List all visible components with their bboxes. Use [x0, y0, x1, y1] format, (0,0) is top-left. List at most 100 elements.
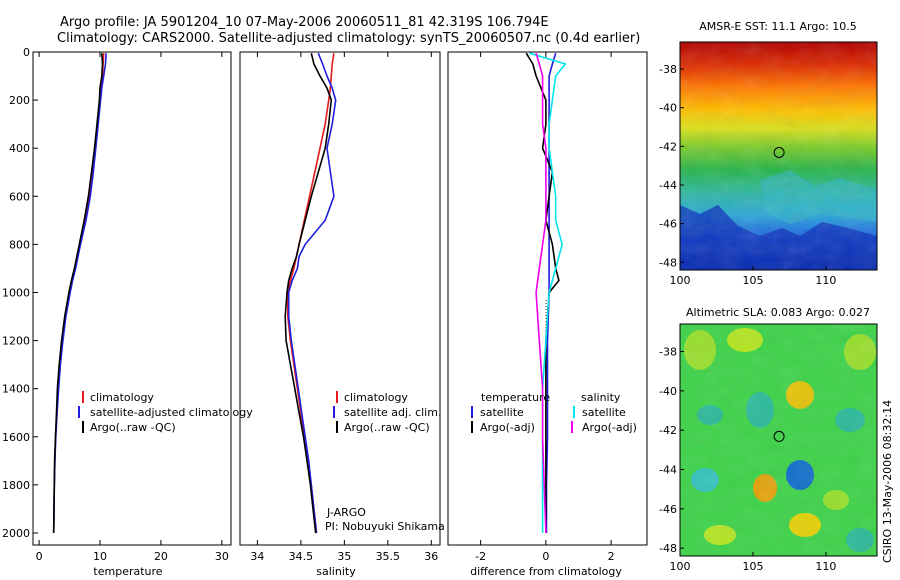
credit-text: CSIRO 13-May-2006 08:32:14 [881, 400, 894, 563]
y-tick-label: 200 [9, 94, 30, 107]
sst-texture [680, 42, 877, 270]
x-tick-label: 30 [215, 550, 229, 563]
legend-salinity-title: salinity [581, 391, 621, 404]
legend-swatch-climatology [82, 391, 84, 403]
salinity-frame [239, 51, 441, 546]
map-x-tick-label: 100 [670, 560, 691, 573]
legend-swatch-sal-satellite [333, 406, 335, 418]
map-y-tick-label: -42 [659, 140, 677, 153]
map-y-tick-label: -44 [659, 463, 677, 476]
difference-legend: temperature satellite Argo(-adj) salinit… [471, 391, 637, 434]
legend-sal-argo: Argo(..raw -QC) [344, 421, 430, 434]
temperature-legend: climatology satellite-adjusted climatolo… [78, 391, 253, 434]
y-tick-label: 1200 [2, 335, 30, 348]
map-x-tick-label: 105 [742, 274, 763, 287]
map-y-tick-label: -46 [659, 218, 677, 231]
map-y-tick-label: -40 [659, 385, 677, 398]
x-tick-label: 10 [93, 550, 107, 563]
salinity-legend: climatology satellite adj. clim. Argo(..… [333, 391, 441, 434]
map-x-tick-label: 110 [815, 274, 836, 287]
x-tick-label: 34 [250, 550, 264, 563]
map-x-tick-label: 105 [742, 560, 763, 573]
legend-dif-t-satellite: satellite [480, 406, 524, 419]
map-y-tick-label: -46 [659, 503, 677, 516]
x-tick-label: 2 [608, 550, 615, 563]
x-tick-label: 35 [337, 550, 351, 563]
salinity-lines [284, 52, 337, 534]
sla-map-title: Altimetric SLA: 0.083 Argo: 0.027 [686, 306, 870, 319]
legend-swatch-dif-s-sat [573, 406, 575, 418]
map-y-tick-label: -40 [659, 102, 677, 115]
series-line-climatology [286, 53, 335, 534]
figure-title-line2: Climatology: CARS2000. Satellite-adjuste… [57, 31, 640, 46]
legend-swatch-dif-s-argo [571, 421, 573, 433]
legend-argo: Argo(..raw -QC) [90, 421, 176, 434]
x-tick-label: -2 [475, 550, 486, 563]
series-line-salinity-argo-adj [535, 52, 547, 534]
figure-title-line1: Argo profile: JA 5901204_10 07-May-2006 … [60, 15, 549, 30]
legend-satellite-adjusted: satellite-adjusted climatology [90, 406, 253, 419]
map-x-tick-label: 110 [815, 560, 836, 573]
legend-swatch-dif-t-argo [471, 421, 473, 433]
x-tick-label: 36 [424, 550, 438, 563]
annotation-j-argo: J-ARGO [326, 506, 366, 519]
map-y-tick-label: -44 [659, 179, 677, 192]
sst-map-axes: 100 105 110 -38 -40 -42 -44 -46 -48 [659, 63, 836, 287]
y-tick-label: 0 [23, 46, 30, 59]
y-tick-label: 600 [9, 190, 30, 203]
sla-map: Altimetric SLA: 0.083 Argo: 0.027 [659, 306, 878, 573]
map-y-tick-label: -42 [659, 424, 677, 437]
sla-argo-marker [773, 430, 785, 442]
x-tick-label: 34.5 [289, 550, 314, 563]
legend-temperature-title: temperature [481, 391, 550, 404]
y-tick-label: 400 [9, 142, 30, 155]
series-line-satellite-adj-clim [287, 52, 337, 534]
x-tick-label: 35.5 [376, 550, 401, 563]
sla-texture [680, 324, 877, 556]
y-tick-label: 1600 [2, 431, 30, 444]
sla-frame [679, 323, 878, 557]
difference-xlabel: difference from climatology [470, 565, 622, 578]
temperature-xlabel: temperature [93, 565, 162, 578]
sst-map-title: AMSR-E SST: 11.1 Argo: 10.5 [699, 20, 857, 33]
legend-swatch-argo [82, 421, 84, 433]
legend-swatch-sal-climatology [336, 391, 338, 403]
salinity-xlabel: salinity [316, 565, 356, 578]
map-y-tick-label: -38 [659, 346, 677, 359]
y-tick-label: 1800 [2, 479, 30, 492]
legend-dif-s-argo: Argo(-adj) [582, 421, 637, 434]
difference-axis: -2 0 2 [475, 52, 615, 563]
legend-swatch-dif-t-sat [471, 406, 473, 418]
depth-axis: 0 200 400 600 800 1000 1200 1400 1600 1800 2000 [2, 46, 38, 540]
annotation-pi-name: PI: Nobuyuki Shikama [325, 520, 445, 533]
difference-lines [525, 52, 567, 534]
legend-climatology: climatology [90, 391, 154, 404]
legend-dif-t-argo: Argo(-adj) [480, 421, 535, 434]
temperature-lines [52, 53, 107, 534]
y-tick-label: 2000 [2, 527, 30, 540]
temperature-panel: 0 200 400 600 800 1000 1200 1400 1600 1800 2000 0 1… [2, 46, 253, 578]
x-tick-label: 20 [154, 550, 168, 563]
sst-frame [679, 41, 878, 271]
sla-map-axes: 100 105 110 -38 -40 -42 -44 -46 -48 [659, 346, 836, 573]
series-line-temperature-argo-adj [525, 52, 560, 533]
x-tick-label: 0 [542, 550, 549, 563]
map-y-tick-label: -48 [659, 542, 677, 555]
series-line-temperature-satellite [545, 52, 557, 533]
y-tick-label: 1400 [2, 383, 30, 396]
sst-argo-marker [773, 147, 785, 158]
temperature-axis: 0 10 20 30 [36, 52, 229, 563]
y-tick-label: 800 [9, 238, 30, 251]
legend-swatch-satellite [78, 406, 80, 418]
salinity-panel: 34 34.5 35 35.5 36 salinity climatology sate… [239, 51, 445, 578]
x-tick-label: 0 [36, 550, 43, 563]
series-line-argo-raw-qc [52, 53, 104, 534]
temperature-frame [32, 51, 232, 546]
salinity-axis: 34 34.5 35 35.5 36 [250, 52, 438, 563]
map-y-tick-label: -48 [659, 256, 677, 269]
series-line-satellite-adjusted-climatology [52, 53, 107, 534]
difference-panel: -2 0 2 difference from climatology tempera… [447, 51, 648, 578]
map-x-tick-label: 100 [670, 274, 691, 287]
series-line-argo-raw-qc [284, 53, 333, 534]
